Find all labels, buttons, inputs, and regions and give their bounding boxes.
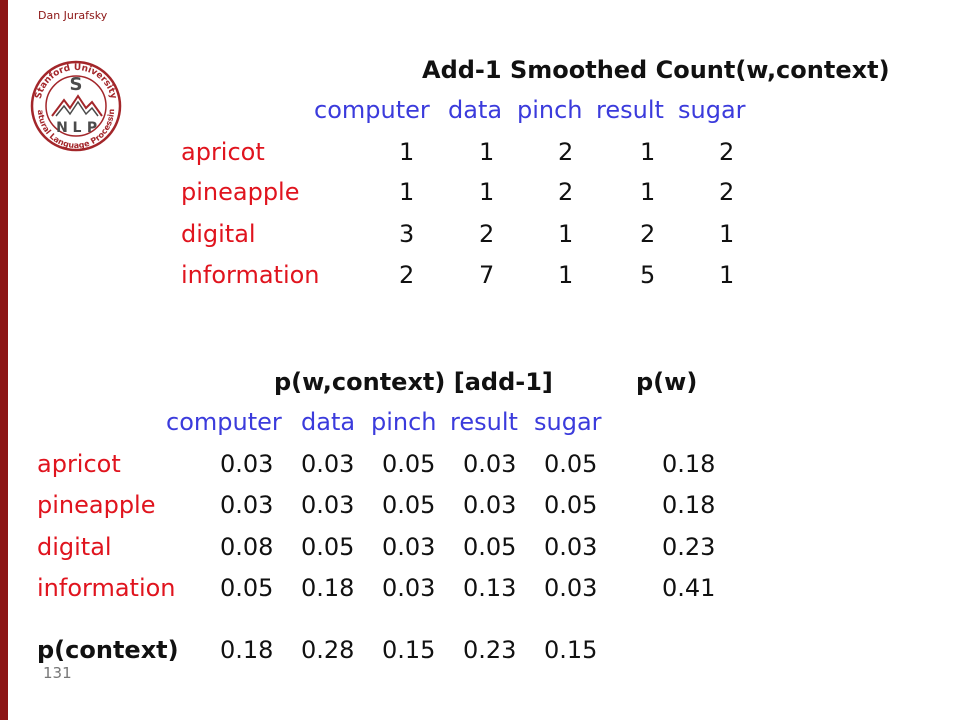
- table1-col-computer: computer: [314, 96, 430, 124]
- table2-cell: 0.05: [544, 450, 598, 478]
- table2-pw-cell: 0.18: [662, 491, 716, 519]
- table2-context-cell: 0.23: [463, 636, 517, 664]
- table1-cell: 3: [399, 220, 415, 248]
- table2-cell: 0.05: [463, 533, 517, 561]
- table1-cell: 2: [399, 261, 415, 289]
- table1-cell: 2: [558, 178, 574, 206]
- table2-context-cell: 0.15: [544, 636, 598, 664]
- table2-pw-cell: 0.18: [662, 450, 716, 478]
- table2-col-data: data: [301, 408, 356, 436]
- table1-cell: 7: [479, 261, 495, 289]
- table1-cell: 2: [719, 178, 735, 206]
- table2-pw-title: p(w): [636, 368, 698, 396]
- table2-cell: 0.05: [382, 491, 436, 519]
- table2-cell: 0.18: [301, 574, 355, 602]
- table1-cell: 1: [399, 138, 415, 166]
- table1-cell: 1: [479, 138, 495, 166]
- table1-cell: 1: [558, 220, 574, 248]
- table1-row-label-pineapple: pineapple: [181, 178, 300, 206]
- table2-context-label: p(context): [37, 636, 179, 664]
- table1-cell: 5: [640, 261, 656, 289]
- table2-cell: 0.03: [463, 450, 517, 478]
- table2-cell: 0.03: [220, 491, 274, 519]
- table2-row-label-information: information: [37, 574, 176, 602]
- table2-cell: 0.03: [463, 491, 517, 519]
- table1-row-label-digital: digital: [181, 220, 256, 248]
- table2-pw-cell: 0.23: [662, 533, 716, 561]
- table1-col-data: data: [448, 96, 503, 124]
- table1-cell: 1: [640, 178, 656, 206]
- table1-col-pinch: pinch: [517, 96, 583, 124]
- table1-cell: 1: [479, 178, 495, 206]
- table2-cell: 0.05: [382, 450, 436, 478]
- table1-row-label-information: information: [181, 261, 320, 289]
- logo-letter-n: N: [56, 120, 68, 136]
- table2-pw-cell: 0.41: [662, 574, 716, 602]
- table2-cell: 0.03: [301, 491, 355, 519]
- table2-context-cell: 0.15: [382, 636, 436, 664]
- table2-cell: 0.03: [382, 574, 436, 602]
- table2-col-computer: computer: [166, 408, 282, 436]
- table2-row-label-pineapple: pineapple: [37, 491, 156, 519]
- table2-context-cell: 0.18: [220, 636, 274, 664]
- table1-cell: 1: [399, 178, 415, 206]
- table2-cell: 0.08: [220, 533, 274, 561]
- table2-cell: 0.03: [301, 450, 355, 478]
- stanford-nlp-logo: Stanford University Natural Language Pro…: [27, 37, 122, 166]
- page-number: 131: [43, 664, 72, 682]
- table2-cell: 0.03: [382, 533, 436, 561]
- table1-col-result: result: [596, 96, 664, 124]
- table2-cell: 0.03: [220, 450, 274, 478]
- logo-letter-p: P: [87, 120, 97, 136]
- table1-cell: 2: [719, 138, 735, 166]
- logo-initial: S: [70, 74, 83, 95]
- table2-cell: 0.13: [463, 574, 517, 602]
- table2-col-result: result: [450, 408, 518, 436]
- table1-cell: 1: [719, 220, 735, 248]
- table2-cell: 0.05: [301, 533, 355, 561]
- left-accent-bar: [0, 0, 8, 720]
- table2-cell: 0.05: [544, 491, 598, 519]
- table2-cell: 0.05: [220, 574, 274, 602]
- table2-cell: 0.03: [544, 574, 598, 602]
- table1-row-label-apricot: apricot: [181, 138, 265, 166]
- table2-title: p(w,context) [add-1]: [274, 368, 553, 396]
- author-name: Dan Jurafsky: [38, 9, 108, 22]
- table1-cell: 1: [640, 138, 656, 166]
- table2-context-cell: 0.28: [301, 636, 355, 664]
- table1-cell: 1: [719, 261, 735, 289]
- table2-col-pinch: pinch: [371, 408, 437, 436]
- table1-cell: 2: [558, 138, 574, 166]
- table2-row-label-digital: digital: [37, 533, 112, 561]
- logo-letter-l: L: [73, 120, 82, 136]
- table2-row-label-apricot: apricot: [37, 450, 121, 478]
- table1-cell: 1: [558, 261, 574, 289]
- table1-col-sugar: sugar: [678, 96, 746, 124]
- table2-cell: 0.03: [544, 533, 598, 561]
- table1-title: Add-1 Smoothed Count(w,context): [422, 56, 890, 84]
- table2-col-sugar: sugar: [534, 408, 602, 436]
- table1-cell: 2: [479, 220, 495, 248]
- table1-cell: 2: [640, 220, 656, 248]
